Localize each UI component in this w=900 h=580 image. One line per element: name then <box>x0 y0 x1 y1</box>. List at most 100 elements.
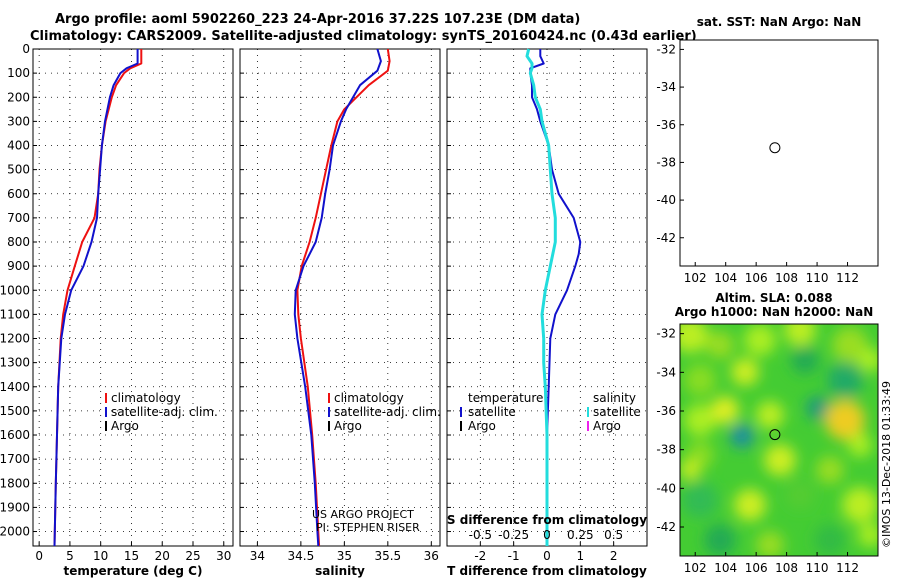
legend-s-title: salinity <box>593 391 636 405</box>
x-tick-label: 36 <box>424 549 439 563</box>
series-line-s-satellite <box>525 48 557 546</box>
sla-blob <box>756 531 784 556</box>
depth-tick-label: 100 <box>7 66 30 80</box>
x-tick-label: 2 <box>610 549 618 563</box>
depth-tick-label: 1900 <box>0 500 30 514</box>
legend-label-argo: Argo <box>334 419 362 433</box>
sla-blob <box>684 364 716 396</box>
depth-tick-label: 600 <box>7 187 30 201</box>
sla-x-tick-label: 108 <box>775 561 798 575</box>
x-tick-label: 35 <box>337 549 352 563</box>
sla-blobs <box>680 324 878 556</box>
depth-tick-label: 1700 <box>0 452 30 466</box>
x-axis-label-sdiff: S difference from climatology <box>447 513 647 527</box>
legend-t-title: temperature <box>468 391 543 405</box>
sst-y-tick-label: -42 <box>656 231 676 245</box>
sla-y-tick-label: -36 <box>656 404 676 418</box>
x-tick-label: 0 <box>35 549 43 563</box>
sla-blob <box>784 324 816 346</box>
sst-argo-position <box>769 142 781 154</box>
sla-blob <box>764 444 796 476</box>
sla-x-tick-label: 112 <box>836 561 859 575</box>
sla-y-tick-label: -32 <box>656 327 676 341</box>
sla-x-tick-label: 110 <box>806 561 829 575</box>
sla-blob <box>684 404 716 436</box>
legend-t-label: satellite <box>468 405 516 419</box>
depth-tick-label: 800 <box>7 235 30 249</box>
sla-blob <box>791 346 819 374</box>
series-line-satellite-adj-clim- <box>293 48 382 547</box>
s-tick-label: -0.25 <box>498 528 529 542</box>
depth-tick-label: 200 <box>7 90 30 104</box>
legend-label-sat: satellite-adj. clim. <box>334 405 441 419</box>
imos-timestamp: ©IMOS 13-Dec-2018 01:33:49 <box>880 381 893 548</box>
sst-x-tick-label: 104 <box>714 271 737 285</box>
panel-frame-salinity <box>239 48 441 547</box>
sla-map-frame <box>679 323 879 557</box>
legend-label-clim: climatology <box>334 391 404 405</box>
x-tick-label: 34 <box>250 549 265 563</box>
sst-x-tick-label: 106 <box>745 271 768 285</box>
x-tick-label: 1 <box>577 549 585 563</box>
sla-blob <box>756 401 784 429</box>
legend-s-label: satellite <box>593 405 641 419</box>
x-tick-label: 30 <box>216 549 231 563</box>
legend-label-argo: Argo <box>111 419 139 433</box>
credit-pi: PI: STEPHEN RISER <box>316 521 420 534</box>
x-tick-label: 5 <box>66 549 74 563</box>
depth-tick-label: 2000 <box>0 525 30 539</box>
depth-tick-label: 1100 <box>0 307 30 321</box>
x-tick-label: 20 <box>155 549 170 563</box>
sla-blob <box>744 324 776 356</box>
sla-x-tick-label: 104 <box>714 561 737 575</box>
sla-y-tick-label: -34 <box>656 365 676 379</box>
sla-blob <box>825 400 865 440</box>
s-tick-label: 0 <box>543 528 551 542</box>
sst-x-tick-label: 108 <box>775 271 798 285</box>
sla-blob <box>848 433 872 457</box>
sla-blob <box>680 460 700 480</box>
x-tick-label: -2 <box>474 549 486 563</box>
sla-blob <box>682 482 718 518</box>
depth-tick-label: 900 <box>7 259 30 273</box>
legend-label-sat: satellite-adj. clim. <box>111 405 218 419</box>
depth-tick-label: 500 <box>7 163 30 177</box>
depth-tick-label: 1300 <box>0 356 30 370</box>
plot-title-line2: Climatology: CARS2009. Satellite-adjuste… <box>30 29 697 44</box>
sla-blob <box>816 456 844 484</box>
sla-y-tick-label: -42 <box>656 520 676 534</box>
x-axis-label-difference: T difference from climatology <box>447 564 647 578</box>
s-tick-label: -0.5 <box>469 528 492 542</box>
depth-tick-label: 1400 <box>0 380 30 394</box>
sst-map-frame <box>679 39 879 267</box>
depth-tick-label: 1800 <box>0 476 30 490</box>
sla-blob <box>806 396 830 420</box>
depth-tick-label: 1500 <box>0 404 30 418</box>
sla-blob <box>730 424 754 448</box>
x-tick-label: 34.5 <box>288 549 315 563</box>
depth-tick-label: 700 <box>7 211 30 225</box>
series-line-satellite-adj-clim- <box>53 49 139 547</box>
sla-blob <box>704 524 736 556</box>
legend-t-label: Argo <box>468 419 496 433</box>
sla-blob <box>832 327 868 363</box>
credit-project: US ARGO PROJECT <box>312 508 414 521</box>
depth-tick-label: 0 <box>22 42 30 56</box>
x-tick-label: 25 <box>185 549 200 563</box>
sla-blob <box>706 331 734 359</box>
legend-s-label: Argo <box>593 419 621 433</box>
sst-y-tick-label: -36 <box>656 118 676 132</box>
x-axis-label-temperature: temperature (deg C) <box>64 564 203 578</box>
x-tick-label: 0 <box>543 549 551 563</box>
sla-x-tick-label: 102 <box>684 561 707 575</box>
sla-blob <box>858 348 878 372</box>
panel-frame-temperature <box>32 48 234 547</box>
sla-y-tick-label: -38 <box>656 443 676 457</box>
depth-tick-label: 1200 <box>0 332 30 346</box>
sla-blob <box>842 487 878 523</box>
sla-blob <box>858 523 878 547</box>
sst-y-tick-label: -34 <box>656 80 676 94</box>
sla-blob <box>731 358 759 386</box>
sla-map-title: Altim. SLA: 0.088 <box>715 291 832 305</box>
sla-y-tick-label: -40 <box>656 481 676 495</box>
